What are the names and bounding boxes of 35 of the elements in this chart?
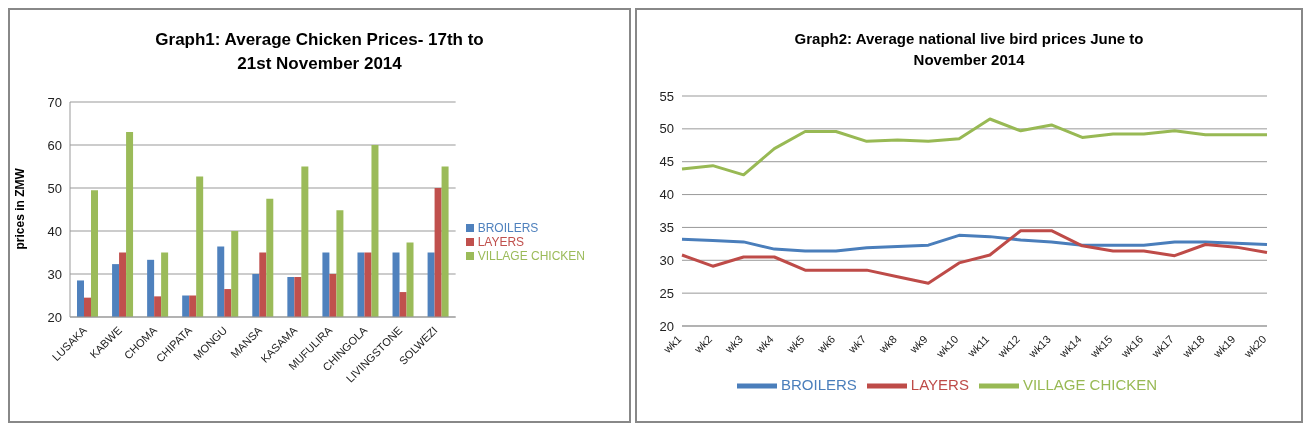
chart-title: Graph1: Average Chicken Prices- 17th to 21st November 2014: [154, 29, 485, 75]
x-tick-label: wk5: [783, 332, 807, 356]
line-series: [680, 233, 1269, 253]
line-series: [680, 117, 1269, 177]
chart-title: Graph2: Average national live bird prices June to November 2014: [793, 29, 1145, 70]
y-tick-label: 40: [47, 223, 62, 239]
x-tick-label: wk6: [814, 332, 838, 356]
y-tick-label: 30: [47, 266, 62, 282]
legend-label: BROILERS: [780, 375, 857, 393]
y-tick-label: 35: [659, 220, 675, 236]
legend-label: BROILERS: [477, 220, 539, 235]
y-axis-title: prices in ZMW: [13, 167, 28, 250]
x-tick-label: wk4: [752, 332, 776, 356]
legend-label: LAYERS: [477, 234, 525, 249]
y-tick-label: 60: [47, 137, 62, 153]
legend-label: VILLAGE CHICKEN: [477, 248, 585, 263]
y-tick-label: 20: [47, 309, 62, 325]
legend-label: VILLAGE CHICKEN: [1022, 375, 1158, 393]
x-tick-label: wk3: [722, 332, 746, 356]
x-tick-label: wk7: [845, 332, 869, 356]
x-tick-label: wk1: [660, 332, 684, 356]
y-tick-label: 50: [47, 180, 62, 196]
y-tick-label: 30: [659, 252, 675, 268]
y-tick-label: 20: [659, 318, 675, 334]
x-tick-label: wk2: [691, 332, 715, 356]
y-tick-label: 25: [659, 285, 675, 301]
y-tick-label: 50: [659, 121, 675, 137]
x-tick-label: wk8: [875, 332, 899, 356]
y-tick-label: 70: [47, 94, 62, 110]
x-tick-label: wk9: [906, 332, 930, 356]
y-tick-label: 55: [659, 88, 675, 104]
y-tick-label: 40: [659, 187, 675, 203]
legend-label: LAYERS: [910, 375, 969, 393]
y-tick-label: 45: [659, 154, 675, 170]
line-series: [680, 229, 1269, 285]
